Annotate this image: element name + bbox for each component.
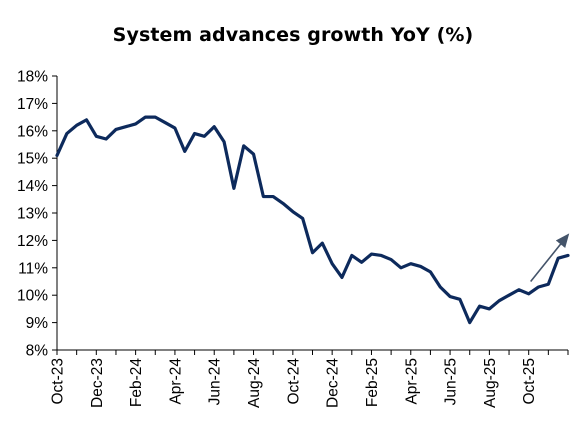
x-tick-label: Oct-25 bbox=[521, 358, 538, 405]
x-tick-label: Dec-24 bbox=[325, 358, 342, 408]
series-line bbox=[55, 115, 570, 325]
x-tick-label: Apr-25 bbox=[403, 358, 420, 405]
x-tick-label: Aug-25 bbox=[482, 358, 499, 408]
x-tick-label: Jun-24 bbox=[207, 358, 224, 406]
series-layer bbox=[55, 115, 570, 325]
x-tick-label: Jun-25 bbox=[443, 358, 460, 405]
y-tick-label: 12% bbox=[17, 233, 48, 250]
y-tick-label: 10% bbox=[17, 288, 48, 305]
x-tick-label: Dec-23 bbox=[89, 358, 106, 408]
x-tick-label: Feb-25 bbox=[364, 358, 381, 407]
y-tick-label: 15% bbox=[17, 151, 48, 168]
trend-arrow bbox=[530, 233, 570, 283]
x-tick-label: Aug-24 bbox=[246, 358, 263, 408]
y-axis: 8% 9% 10% 11% 12% 13% 14% 15% 16% 17% 18% bbox=[17, 69, 58, 360]
x-tick-label: Apr-24 bbox=[167, 358, 184, 405]
y-tick-label: 17% bbox=[17, 96, 48, 113]
y-tick-label: 18% bbox=[17, 69, 48, 86]
x-tick-label: Feb-24 bbox=[128, 358, 145, 407]
annotation-layer bbox=[530, 233, 570, 283]
chart-title: System advances growth YoY (%) bbox=[112, 24, 474, 46]
y-tick-label: 16% bbox=[17, 123, 48, 140]
y-tick-label: 9% bbox=[26, 315, 49, 332]
y-tick-label: 13% bbox=[17, 206, 48, 223]
y-tick-label: 14% bbox=[17, 178, 48, 195]
x-tick-label: Oct-24 bbox=[285, 358, 302, 405]
x-axis: Oct-23 Dec-23 Feb-24 Apr-24 Jun-24 Aug-24 Oct-… bbox=[50, 349, 569, 408]
y-tick-label: 8% bbox=[26, 343, 49, 360]
y-tick-label: 11% bbox=[18, 260, 48, 277]
x-tick-label: Oct-23 bbox=[50, 358, 67, 405]
